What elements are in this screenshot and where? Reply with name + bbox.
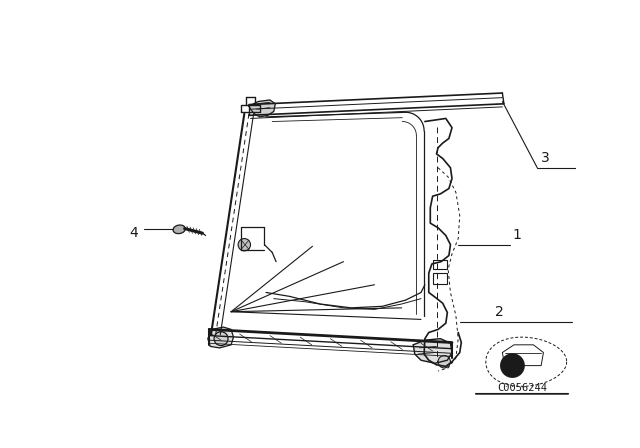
Polygon shape — [413, 339, 452, 363]
Polygon shape — [249, 100, 275, 117]
Text: 4: 4 — [129, 226, 138, 240]
Circle shape — [438, 356, 451, 368]
Text: 1: 1 — [513, 228, 522, 241]
Ellipse shape — [173, 225, 186, 233]
Circle shape — [500, 353, 525, 378]
Circle shape — [214, 332, 228, 345]
Circle shape — [238, 238, 250, 251]
Text: 3: 3 — [541, 151, 550, 165]
Bar — [433, 273, 447, 284]
Text: 2: 2 — [495, 305, 504, 319]
Polygon shape — [208, 327, 234, 348]
Bar — [433, 260, 447, 269]
Text: C0056244: C0056244 — [497, 383, 547, 393]
